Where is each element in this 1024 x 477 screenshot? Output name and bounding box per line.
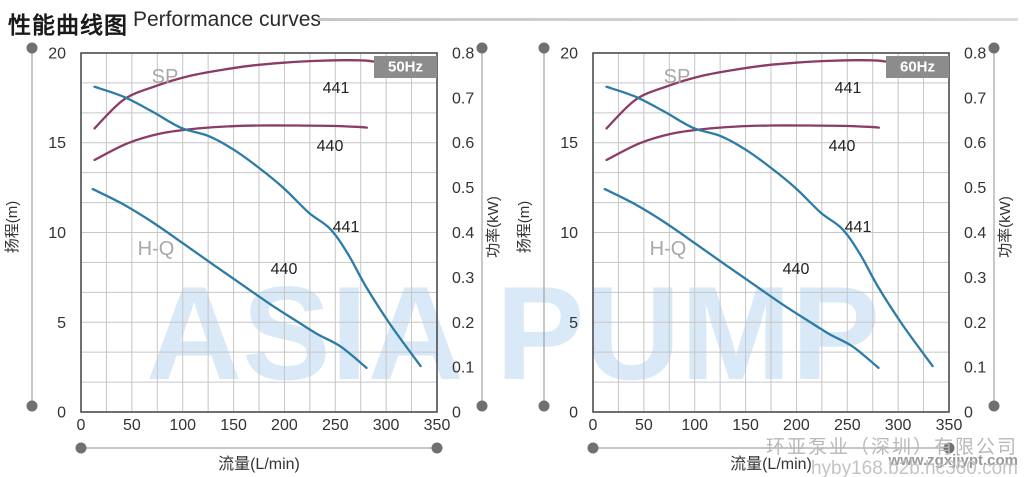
svg-text:0.4: 0.4 (452, 225, 474, 242)
svg-text:0.8: 0.8 (964, 46, 986, 63)
svg-text:SP: SP (152, 66, 179, 88)
svg-text:200: 200 (783, 417, 810, 434)
svg-text:440: 440 (783, 261, 810, 278)
svg-text:0.4: 0.4 (964, 225, 986, 242)
svg-text:功率(kW): 功率(kW) (997, 196, 1014, 258)
svg-text:50: 50 (123, 417, 141, 434)
svg-text:440: 440 (829, 138, 856, 155)
svg-text:300: 300 (885, 417, 912, 434)
svg-text:50: 50 (635, 417, 653, 434)
svg-text:0: 0 (589, 417, 598, 434)
svg-text:0.3: 0.3 (452, 270, 474, 287)
svg-text:0.5: 0.5 (452, 180, 474, 197)
svg-text:441: 441 (835, 80, 862, 97)
svg-text:0.5: 0.5 (964, 180, 986, 197)
svg-text:0.1: 0.1 (452, 360, 474, 377)
svg-text:350: 350 (936, 417, 963, 434)
svg-text:150: 150 (732, 417, 759, 434)
svg-text:300: 300 (373, 417, 400, 434)
svg-text:0.2: 0.2 (452, 315, 474, 332)
svg-text:50Hz: 50Hz (388, 59, 423, 76)
svg-text:0: 0 (77, 417, 86, 434)
svg-text:15: 15 (560, 135, 578, 152)
svg-text:200: 200 (271, 417, 298, 434)
svg-text:0: 0 (964, 405, 973, 422)
svg-text:0.1: 0.1 (964, 360, 986, 377)
svg-text:440: 440 (271, 261, 298, 278)
svg-text:流量(L/min): 流量(L/min) (218, 455, 300, 473)
svg-text:10: 10 (560, 225, 578, 242)
svg-text:60Hz: 60Hz (900, 59, 935, 76)
svg-text:0.7: 0.7 (452, 90, 474, 107)
svg-text:441: 441 (333, 219, 360, 236)
svg-text:441: 441 (845, 219, 872, 236)
svg-text:0.8: 0.8 (452, 46, 474, 63)
svg-text:SP: SP (664, 66, 691, 88)
svg-text:250: 250 (834, 417, 861, 434)
svg-text:100: 100 (169, 417, 196, 434)
svg-text:100: 100 (681, 417, 708, 434)
svg-text:15: 15 (48, 135, 66, 152)
svg-text:20: 20 (48, 46, 66, 63)
svg-text:0: 0 (569, 405, 578, 422)
svg-text:440: 440 (317, 138, 344, 155)
svg-text:H-Q: H-Q (650, 238, 687, 260)
svg-text:扬程(m): 扬程(m) (516, 201, 533, 254)
svg-text:5: 5 (569, 315, 578, 332)
svg-text:20: 20 (560, 46, 578, 63)
svg-text:功率(kW): 功率(kW) (485, 196, 502, 258)
svg-text:5: 5 (57, 315, 66, 332)
svg-text:0: 0 (57, 405, 66, 422)
svg-text:441: 441 (323, 80, 350, 97)
svg-text:0: 0 (452, 405, 461, 422)
svg-text:0.6: 0.6 (452, 135, 474, 152)
svg-text:250: 250 (322, 417, 349, 434)
svg-text:0.3: 0.3 (964, 270, 986, 287)
svg-text:350: 350 (424, 417, 451, 434)
svg-text:150: 150 (220, 417, 247, 434)
svg-text:0.6: 0.6 (964, 135, 986, 152)
svg-text:扬程(m): 扬程(m) (4, 201, 21, 254)
svg-text:0.2: 0.2 (964, 315, 986, 332)
svg-text:10: 10 (48, 225, 66, 242)
svg-text:H-Q: H-Q (138, 238, 175, 260)
svg-text:0.7: 0.7 (964, 90, 986, 107)
